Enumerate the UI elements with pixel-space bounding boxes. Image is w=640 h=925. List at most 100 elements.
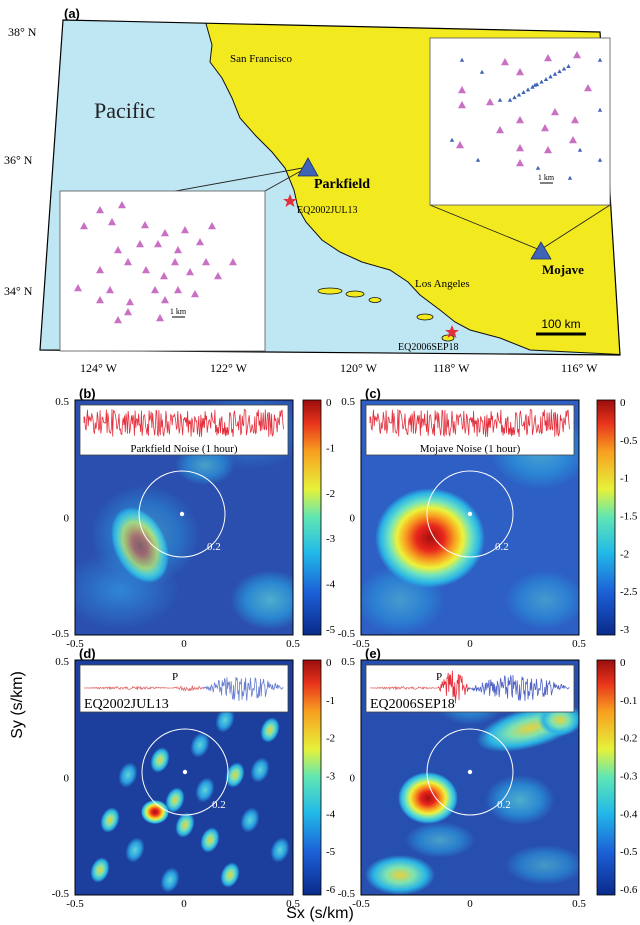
- station-triangle-icon: [449, 137, 455, 142]
- slowness-blob: [240, 807, 260, 833]
- station-triangle-icon: [174, 246, 182, 254]
- slowness-blob: [215, 707, 235, 733]
- slowness-blob: [175, 812, 195, 838]
- slowness-blob: [125, 837, 145, 863]
- y-tick-label: -0.5: [338, 888, 356, 900]
- panel-label-c: (c): [365, 386, 381, 401]
- slowness-blob: [225, 762, 245, 788]
- panel-c-circle-label: 0.2: [495, 541, 509, 553]
- station-triangle-icon: [214, 272, 222, 280]
- colorbar-tick-label: -1: [620, 473, 629, 485]
- station-triangle-icon: [181, 226, 189, 234]
- colorbar-d: [302, 659, 322, 896]
- colorbar-tick-label: -6: [326, 884, 336, 896]
- station-triangle-icon: [512, 95, 517, 100]
- station-triangle-icon: [114, 246, 122, 254]
- colorbar-tick-label: -0.3: [620, 771, 638, 783]
- waveform-trace: [202, 676, 284, 701]
- waveform-trace: [467, 674, 570, 701]
- y-tick-label: 0: [350, 513, 356, 525]
- station-triangle-icon: [174, 286, 182, 294]
- y-tick-label: 0.5: [55, 396, 69, 408]
- station-triangle-icon: [142, 266, 150, 274]
- slowness-peak: [141, 800, 169, 824]
- y-tick-label: 0.5: [341, 396, 355, 408]
- channel-islands: [317, 287, 455, 342]
- station-triangle-icon: [96, 206, 104, 214]
- station-triangle-icon: [525, 87, 531, 92]
- lon-122: 122° W: [210, 361, 248, 375]
- slowness-blob: [100, 807, 120, 833]
- station-triangle-icon: [126, 298, 134, 306]
- station-triangle-icon: [141, 221, 149, 229]
- x-tick-label: -0.5: [66, 638, 84, 650]
- waveform-trace: [370, 685, 438, 691]
- panel-d-circle-label: 0.2: [212, 799, 226, 811]
- panel-label-d: (d): [79, 646, 96, 661]
- colorbar-tick-label: -3: [326, 533, 336, 545]
- station-triangle-icon: [108, 218, 116, 226]
- station-triangle-icon: [96, 296, 104, 304]
- colorbar-c: [596, 399, 616, 636]
- station-triangle-icon: [597, 107, 603, 112]
- station-triangle-icon: [196, 238, 204, 246]
- y-tick-label: 0: [64, 773, 70, 785]
- station-triangle-icon: [458, 101, 466, 109]
- x-tick-label: 0.5: [572, 898, 586, 910]
- station-triangle-icon: [118, 201, 126, 209]
- panel-e-circle-label: 0.2: [497, 799, 511, 811]
- station-triangle-icon: [516, 68, 524, 76]
- slowness-blob: [190, 732, 210, 758]
- station-triangle-icon: [475, 157, 481, 162]
- x-tick-label: 0.5: [572, 638, 586, 650]
- station-triangle-icon: [161, 229, 169, 237]
- colorbar-tick-label: -3: [326, 771, 336, 783]
- station-triangle-icon: [156, 314, 164, 322]
- colorbar-tick-label: -2: [326, 733, 335, 745]
- y-tick-label: 0.5: [341, 656, 355, 668]
- station-triangle-icon: [154, 240, 162, 248]
- x-axis-label: Sx (s/km): [286, 905, 354, 922]
- mojave-triangle-icon: [530, 241, 552, 260]
- y-tick-label: -0.5: [52, 888, 70, 900]
- station-triangle-icon: [74, 284, 82, 292]
- colorbars: 0 -1 -2 -3 -4 -5 0 -0.5 -1 -1.5 -2 -2.5 -3 0 -1 -2 -3 -4 -…: [302, 397, 638, 896]
- station-triangle-icon: [530, 84, 535, 89]
- station-triangle-icon: [124, 258, 132, 266]
- lat-36: 36° N: [4, 153, 33, 167]
- map-frame: [39, 19, 621, 356]
- station-triangle-icon: [561, 66, 567, 71]
- inset-scale-parkfield: 1 km: [170, 307, 187, 316]
- colorbar-tick-label: -0.4: [620, 808, 638, 820]
- x-tick-label: 0: [181, 638, 187, 650]
- station-triangle-icon: [106, 286, 114, 294]
- colorbar-tick-label: 0: [326, 657, 332, 669]
- station-triangle-icon: [552, 71, 558, 76]
- colorbar-b: [302, 399, 322, 636]
- station-triangle-icon: [136, 240, 144, 248]
- waveform-trace: [437, 670, 471, 704]
- inset-scale-mojave: 1 km: [538, 173, 555, 182]
- colorbar-tick-label: -1: [326, 695, 335, 707]
- station-triangle-icon: [521, 90, 526, 94]
- station-triangle-icon: [458, 86, 466, 94]
- noise-trace: [83, 408, 284, 438]
- x-tick-label: -0.5: [352, 898, 370, 910]
- station-triangle-icon: [516, 144, 524, 152]
- station-triangle-icon: [544, 54, 552, 62]
- station-triangle-icon: [160, 272, 168, 280]
- station-triangle-icon: [544, 146, 552, 154]
- slowness-blob: [250, 757, 270, 783]
- colorbar-tick-label: -1: [326, 442, 335, 454]
- panel-b-circle-label: 0.2: [207, 541, 221, 553]
- slowness-blob: [165, 787, 185, 813]
- station-triangle-icon: [567, 175, 573, 180]
- parkfield-label: Parkfield: [314, 177, 370, 192]
- y-tick-label: -0.5: [338, 628, 356, 640]
- colorbar-tick-label: -4: [326, 808, 336, 820]
- station-triangle-icon: [532, 82, 538, 87]
- x-tick-label: -0.5: [352, 638, 370, 650]
- station-triangle-icon: [80, 222, 88, 230]
- lat-34: 34° N: [4, 284, 33, 298]
